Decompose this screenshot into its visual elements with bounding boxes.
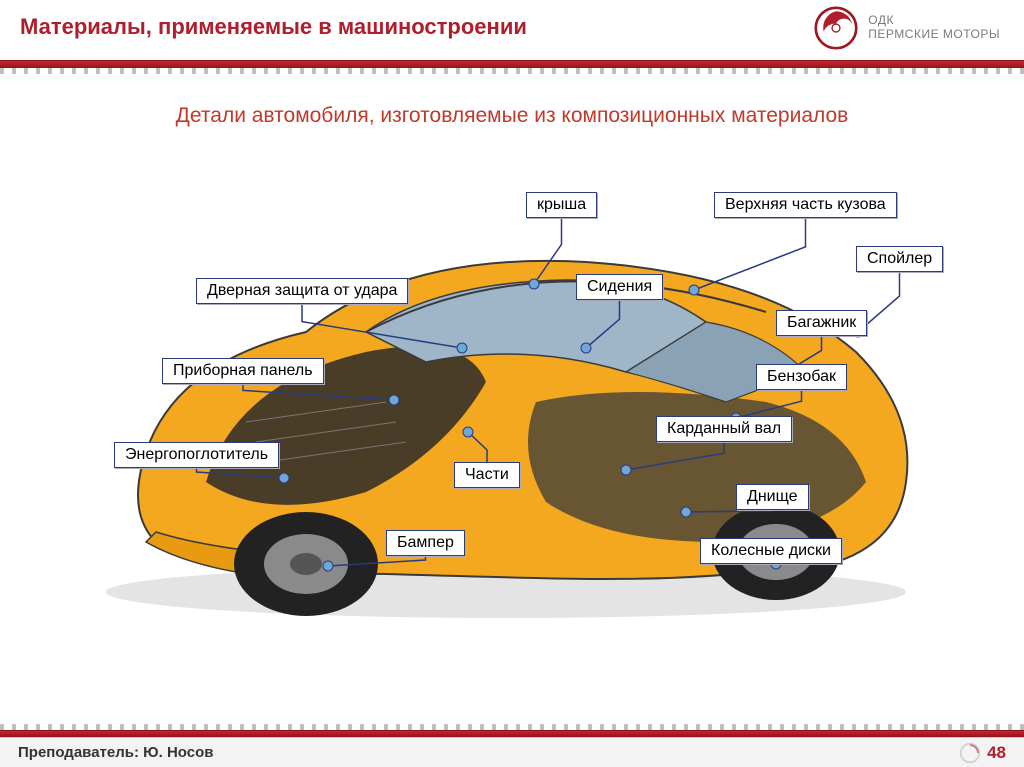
footer-bar: Преподаватель: Ю. Носов 48 [0, 737, 1024, 767]
callout-dash: Приборная панель [162, 358, 324, 384]
page-swirl-icon [959, 742, 981, 764]
callout-absorber: Энергопоглотитель [114, 442, 279, 468]
presenter-label: Преподаватель: Ю. Носов [18, 744, 213, 761]
callout-parts: Части [454, 462, 520, 488]
swirl-icon [814, 6, 858, 50]
callout-seats: Сидения [576, 274, 663, 300]
car-canvas: крыша Верхняя часть кузова Спойлер Дверная … [66, 182, 946, 622]
brand-line1: ОДК [868, 14, 1000, 28]
callout-floor: Днище [736, 484, 809, 510]
header-ticks [0, 68, 1024, 74]
callout-bumper: Бампер [386, 530, 465, 556]
footer: Преподаватель: Ю. Носов 48 [0, 724, 1024, 767]
callout-driveshaft: Карданный вал [656, 416, 792, 442]
car-diagram: крыша Верхняя часть кузова Спойлер Дверная … [36, 142, 988, 662]
slide: Материалы, применяемые в машиностроении … [0, 0, 1024, 767]
callout-upper-body: Верхняя часть кузова [714, 192, 897, 218]
header-bar [0, 60, 1024, 68]
brand-text: ОДК ПЕРМСКИЕ МОТОРЫ [868, 14, 1000, 42]
callout-spoiler: Спойлер [856, 246, 943, 272]
callout-wheels: Колесные диски [700, 538, 842, 564]
brand-logo: ОДК ПЕРМСКИЕ МОТОРЫ [814, 6, 1000, 50]
brand-line2: ПЕРМСКИЕ МОТОРЫ [868, 28, 1000, 42]
diagram-subtitle: Детали автомобиля, изготовляемые из комп… [0, 104, 1024, 128]
page-box: 48 [959, 742, 1006, 764]
header: Материалы, применяемые в машиностроении … [0, 0, 1024, 60]
callout-roof: крыша [526, 192, 597, 218]
callout-trunk: Багажник [776, 310, 867, 336]
callout-fueltank: Бензобак [756, 364, 847, 390]
footer-bar-red [0, 730, 1024, 737]
callout-door-impact: Дверная защита от удара [196, 278, 408, 304]
page-number: 48 [987, 743, 1006, 763]
